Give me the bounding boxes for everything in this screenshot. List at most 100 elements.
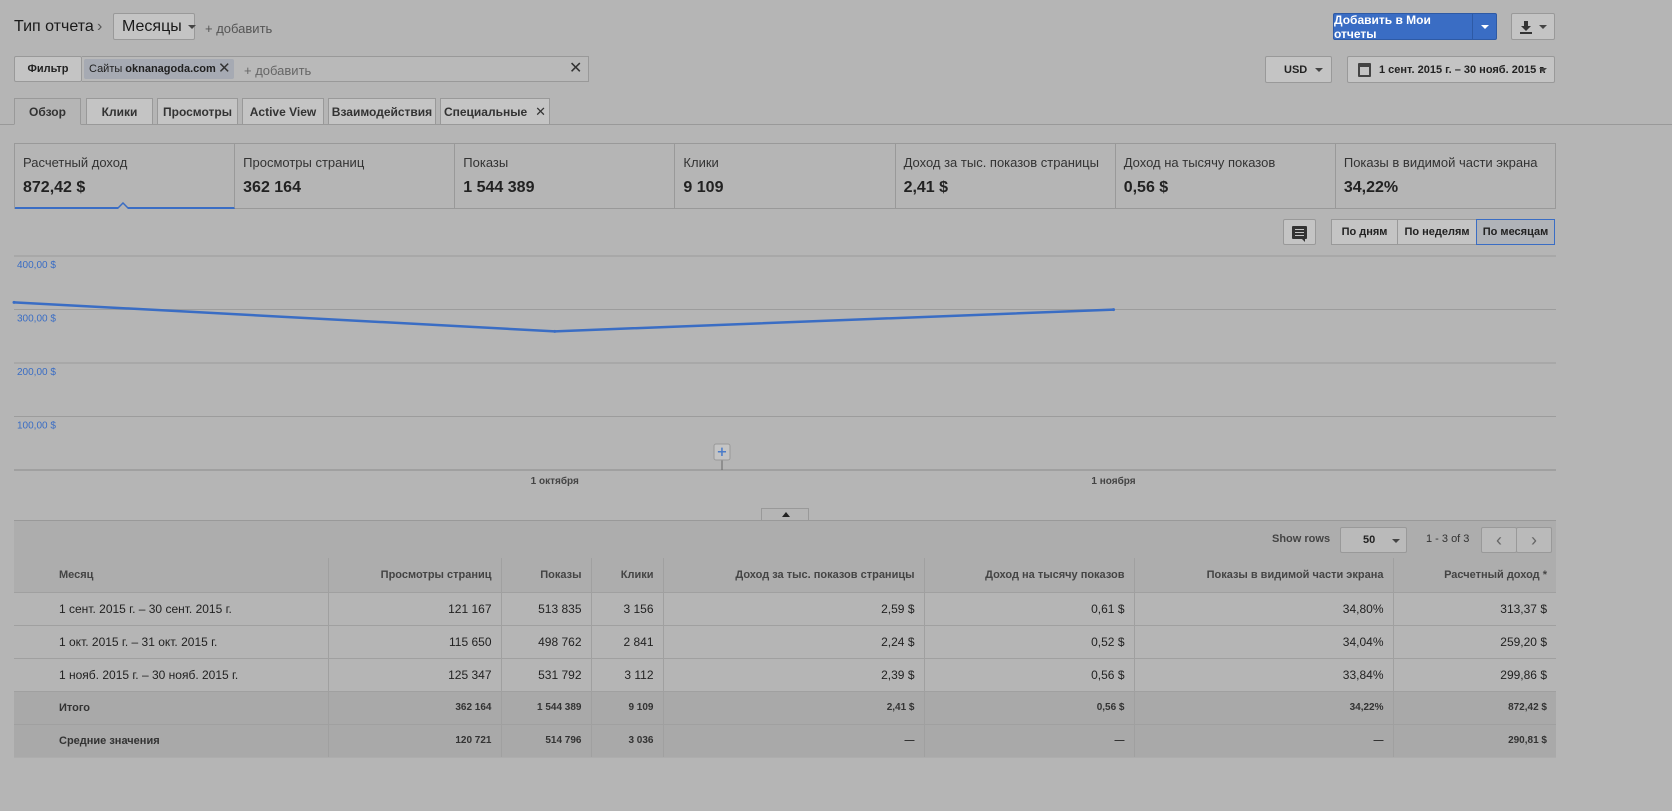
scorecard-label: Просмотры страниц (243, 155, 365, 170)
filter-chip-prefix: Сайты (89, 63, 123, 75)
scorecard-impression-rpm[interactable]: Доход на тысячу показов 0,56 $ (1116, 144, 1336, 208)
next-page-button[interactable]: › (1516, 527, 1552, 553)
cell-page-rpm: 2,24 $ (663, 624, 925, 658)
chevron-down-icon (1392, 539, 1400, 543)
column-header-viewable[interactable]: Показы в видимой части экрана (1134, 558, 1394, 592)
cell-impressions: 514 796 (501, 723, 592, 757)
currency-value: USD (1284, 63, 1308, 76)
chevron-right-icon: › (97, 18, 103, 35)
scorecard-value: 2,41 $ (903, 179, 949, 196)
tab-clicks[interactable]: Клики (86, 98, 153, 125)
tab-overview[interactable]: Обзор (14, 98, 81, 125)
cell-estimated-earnings: 259,20 $ (1393, 624, 1556, 658)
tab-custom[interactable]: Специальные ✕ (440, 98, 550, 125)
period-weekly-button[interactable]: По неделям (1397, 219, 1477, 245)
currency-select[interactable]: USD (1265, 56, 1332, 83)
cell-viewable: — (1134, 723, 1394, 757)
filter-chip[interactable]: Сайты oknanagoda.com (84, 59, 234, 79)
period-daily-button[interactable]: По дням (1331, 219, 1398, 245)
period-monthly-button[interactable]: По месяцам (1476, 219, 1555, 245)
scorecard-value: 9 109 (683, 179, 724, 196)
table-row: 1 сент. 2015 г. – 30 сент. 2015 г. 121 1… (14, 591, 1556, 625)
chevron-down-icon (1539, 68, 1547, 72)
y-tick-label: 400,00 $ (17, 260, 56, 271)
tab-label: Клики (101, 104, 138, 119)
cell-page-rpm: — (663, 723, 925, 757)
column-header-estimated-earnings[interactable]: Расчетный доход * (1393, 558, 1556, 592)
totals-row: Итого 362 164 1 544 389 9 109 2,41 $ 0,5… (14, 690, 1556, 724)
scorecard-estimated-earnings[interactable]: Расчетный доход 872,42 $ (15, 144, 236, 209)
cell-page-rpm: 2,41 $ (663, 690, 925, 724)
annotations-button[interactable] (1283, 219, 1316, 245)
caret-up-icon (782, 512, 790, 517)
column-header-clicks[interactable]: Клики (591, 558, 664, 592)
cell-label: Итого (14, 690, 329, 724)
cell-impressions: 513 835 (501, 591, 592, 625)
column-header-month[interactable]: Месяц (14, 558, 329, 592)
tab-label: Active View (249, 104, 317, 119)
rows-per-page-select[interactable]: 50 (1340, 527, 1407, 553)
y-tick-label: 100,00 $ (17, 421, 56, 432)
chevron-down-icon (1315, 68, 1323, 72)
tab-label: Обзор (29, 104, 66, 119)
report-table: Месяц Просмотры страниц Показы Клики Дох… (14, 558, 1556, 757)
cell-impression-rpm: — (924, 723, 1135, 757)
cell-estimated-earnings: 299,86 $ (1393, 657, 1556, 691)
filter-add-input[interactable]: + добавить (244, 63, 312, 78)
clear-filter-icon[interactable]: ✕ (569, 60, 583, 77)
cell-page-views: 121 167 (328, 591, 502, 625)
scorecard-impressions[interactable]: Показы 1 544 389 (455, 144, 676, 208)
tab-views[interactable]: Просмотры (157, 98, 238, 125)
cell-clicks: 2 841 (591, 624, 664, 658)
download-button[interactable] (1511, 13, 1555, 40)
cell-label: Средние значения (14, 723, 329, 757)
x-tick-label: 1 ноября (1091, 475, 1135, 487)
tab-label: Специальные (443, 104, 528, 119)
column-header-impression-rpm[interactable]: Доход на тысячу показов (924, 558, 1135, 592)
selected-pointer-icon (117, 202, 129, 209)
filter-button[interactable]: Фильтр (14, 56, 82, 82)
data-point (1112, 308, 1116, 312)
plus-icon: + (717, 445, 728, 460)
chevron-left-icon: ‹ (1496, 529, 1502, 550)
filter-chip-value: oknanagoda.com (125, 63, 216, 75)
scorecard-page-rpm[interactable]: Доход за тыс. показов страницы 2,41 $ (896, 144, 1116, 208)
prev-page-button[interactable]: ‹ (1481, 527, 1517, 553)
add-annotation-button (713, 443, 731, 461)
cell-estimated-earnings: 290,81 $ (1393, 723, 1556, 757)
dimension-dropdown[interactable]: Месяцы (113, 13, 196, 40)
column-header-page-views[interactable]: Просмотры страниц (328, 558, 502, 592)
cell-clicks: 3 036 (591, 723, 664, 757)
scorecard-value: 362 164 (243, 179, 301, 196)
add-to-my-reports-button[interactable]: Добавить в Мои отчеты (1333, 13, 1497, 41)
cell-viewable: 33,84% (1134, 657, 1394, 691)
collapse-chart-button[interactable] (761, 508, 809, 521)
show-rows-label: Show rows (1272, 533, 1331, 545)
tab-active-view[interactable]: Active View (242, 98, 324, 125)
close-icon[interactable]: ✕ (535, 103, 547, 119)
cell-impression-rpm: 0,61 $ (924, 591, 1135, 625)
scorecard-value: 872,42 $ (23, 179, 86, 196)
column-header-impressions[interactable]: Показы (501, 558, 592, 592)
close-icon[interactable]: ✕ (218, 60, 231, 77)
chevron-down-icon (1539, 24, 1547, 29)
cell-viewable: 34,80% (1134, 591, 1394, 625)
scorecard-clicks[interactable]: Клики 9 109 (675, 144, 896, 208)
scorecard-label: Клики (683, 155, 719, 170)
cell-impression-rpm: 0,52 $ (924, 624, 1135, 658)
tabs-divider (0, 124, 1672, 125)
add-dimension-link[interactable]: + добавить (205, 21, 273, 36)
cell-clicks: 3 156 (591, 591, 664, 625)
tab-interactions[interactable]: Взаимодействия (328, 98, 436, 125)
cell-impression-rpm: 0,56 $ (924, 657, 1135, 691)
chevron-down-icon (187, 24, 196, 29)
add-to-reports-menu-button[interactable] (1472, 14, 1496, 39)
download-icon (1520, 20, 1532, 34)
date-range-picker[interactable]: 1 сент. 2015 г. – 30 нояб. 2015 г. (1347, 56, 1555, 83)
cell-impression-rpm: 0,56 $ (924, 690, 1135, 724)
scorecard-page-views[interactable]: Просмотры страниц 362 164 (235, 144, 456, 208)
dimension-label: Месяцы (122, 17, 182, 35)
scorecard-active-view-viewable[interactable]: Показы в видимой части экрана 34,22% (1336, 144, 1555, 208)
column-header-page-rpm[interactable]: Доход за тыс. показов страницы (663, 558, 925, 592)
tab-label: Просмотры (162, 104, 232, 119)
